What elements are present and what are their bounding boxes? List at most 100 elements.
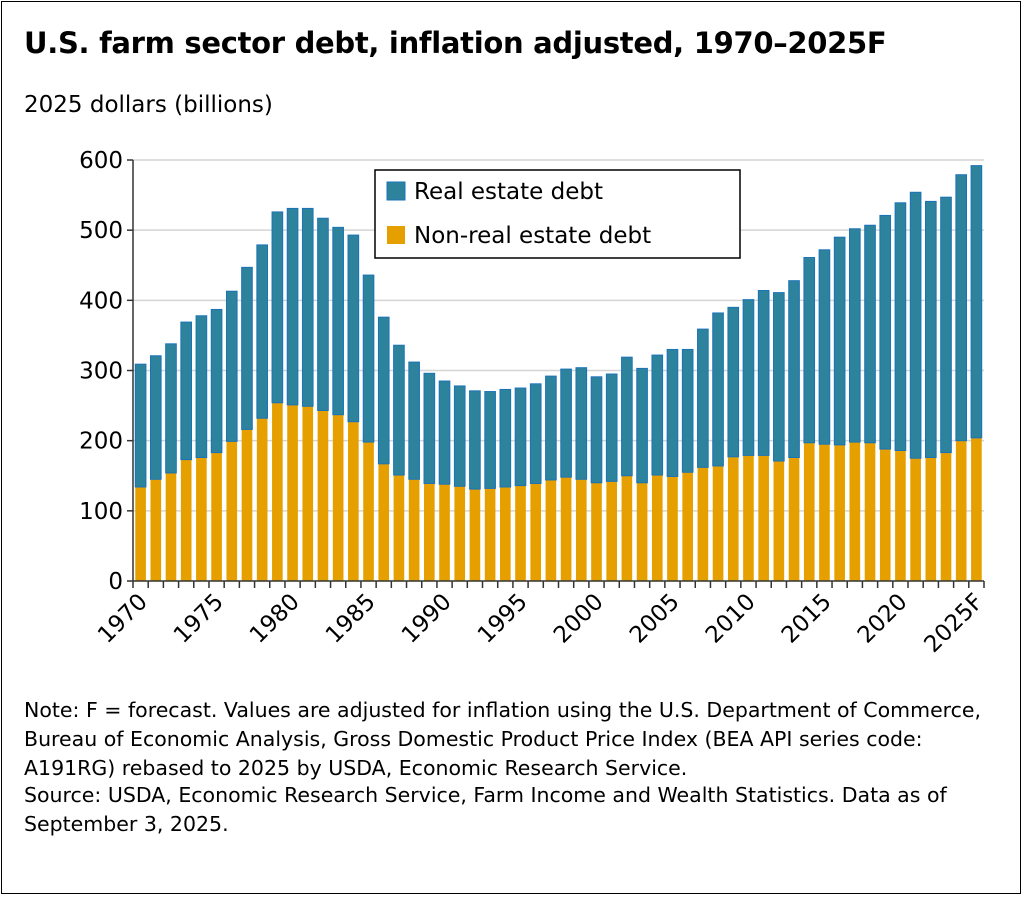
y-tick-label: 500 [79,218,123,244]
bar-real-estate-1985 [362,274,375,443]
bar-non-real-estate-1990 [439,484,450,581]
bar-non-real-estate-2025F [971,437,982,581]
bar-real-estate-1983 [332,226,344,416]
legend-swatch [387,226,405,244]
bar-real-estate-1972 [165,343,177,474]
bar-real-estate-2008 [712,312,724,467]
bar-non-real-estate-2019 [879,449,891,581]
bar-non-real-estate-1991 [454,486,466,581]
bar-real-estate-1981 [301,207,314,407]
y-tick-label: 100 [79,499,123,525]
bar-real-estate-2000 [590,376,603,484]
bar-real-estate-2010 [742,299,755,456]
bar-real-estate-2018 [864,224,876,444]
bar-real-estate-1988 [408,361,420,480]
x-tick-label: 1970 [93,589,153,649]
bar-non-real-estate-1980 [287,404,298,581]
bar-non-real-estate-2022 [925,457,937,581]
x-tick-label: 2025F [920,589,989,658]
bar-real-estate-1977 [241,266,253,430]
bar-non-real-estate-1987 [393,475,405,581]
bar-real-estate-1974 [195,315,208,459]
bar-non-real-estate-2016 [834,444,845,581]
bar-real-estate-2001 [605,373,618,482]
y-axis-label: 2025 dollars (billions) [24,92,273,118]
bar-non-real-estate-2011 [758,455,769,581]
bar-real-estate-1973 [180,321,193,461]
bar-non-real-estate-2015 [819,444,830,581]
bar-real-estate-1993 [484,391,496,489]
bar-real-estate-1999 [575,367,588,480]
bar-non-real-estate-2020 [895,450,906,581]
bar-real-estate-2015 [818,249,831,445]
bar-real-estate-2025F [970,165,983,439]
bar-real-estate-1987 [393,344,405,476]
y-tick-label: 300 [79,359,123,385]
bar-non-real-estate-1997 [545,479,557,581]
bar-real-estate-1979 [271,211,284,404]
bar-non-real-estate-1975 [211,452,222,581]
bar-non-real-estate-2003 [636,482,648,581]
bar-non-real-estate-1993 [484,488,496,581]
bar-non-real-estate-2008 [712,465,724,581]
bar-real-estate-1970 [134,363,147,488]
bar-real-estate-2009 [727,306,740,458]
bar-non-real-estate-2009 [727,456,739,581]
bar-real-estate-2006 [681,348,694,473]
bar-real-estate-1995 [514,387,527,487]
bar-real-estate-2013 [788,280,800,459]
bar-real-estate-2020 [894,202,907,451]
bar-real-estate-2003 [636,367,648,484]
bar-non-real-estate-1989 [424,483,435,581]
bar-real-estate-2019 [879,214,892,450]
x-tick-label: 2000 [549,589,609,649]
bar-non-real-estate-1986 [378,463,390,581]
bar-real-estate-2007 [697,328,709,468]
bar-non-real-estate-1981 [302,406,314,581]
legend-label: Real estate debt [414,179,603,205]
x-tick-label: 1985 [321,589,381,649]
bar-non-real-estate-1998 [560,477,572,581]
x-tick-label: 1990 [397,589,457,649]
bar-non-real-estate-1996 [530,483,542,581]
bar-non-real-estate-1971 [150,479,162,581]
bar-real-estate-1980 [286,207,299,406]
bar-real-estate-2002 [621,356,633,477]
bar-real-estate-1990 [438,380,451,485]
bar-real-estate-2021 [909,191,922,459]
bar-non-real-estate-1972 [165,472,177,581]
chart-title: U.S. farm sector debt, inflation adjuste… [24,26,887,60]
bar-non-real-estate-2001 [606,481,618,581]
bar-real-estate-1989 [423,372,436,484]
x-tick-label: 1980 [245,589,305,649]
bar-real-estate-1982 [317,217,329,411]
bar-non-real-estate-1982 [317,410,329,581]
x-tick-label: 2020 [853,589,913,649]
chart-source: Source: USDA, Economic Research Service,… [24,783,947,836]
bar-non-real-estate-2018 [864,442,876,581]
legend-label: Non-real estate debt [414,223,651,249]
bar-non-real-estate-1983 [332,414,344,581]
bar-non-real-estate-1984 [348,421,359,581]
bar-real-estate-2012 [773,292,785,462]
bar-non-real-estate-1994 [499,486,511,581]
bar-real-estate-1978 [256,244,268,419]
chart-note: Note: F = forecast. Values are adjusted … [24,698,982,780]
bar-non-real-estate-1973 [180,459,192,581]
bar-real-estate-2024 [955,174,968,442]
bar-real-estate-1994 [499,388,512,488]
bar-non-real-estate-1976 [226,441,238,581]
bar-non-real-estate-1978 [256,418,268,581]
bar-real-estate-1984 [347,234,360,423]
bar-real-estate-1996 [529,383,542,484]
y-tick-label: 0 [108,569,123,595]
bar-real-estate-1986 [377,316,390,465]
legend-swatch [386,181,406,201]
bar-real-estate-1998 [560,368,572,478]
bar-non-real-estate-1985 [363,442,374,581]
bar-non-real-estate-1977 [241,429,253,581]
y-tick-label: 400 [79,288,123,314]
x-tick-label: 2015 [777,589,837,649]
bar-non-real-estate-1995 [515,485,526,581]
